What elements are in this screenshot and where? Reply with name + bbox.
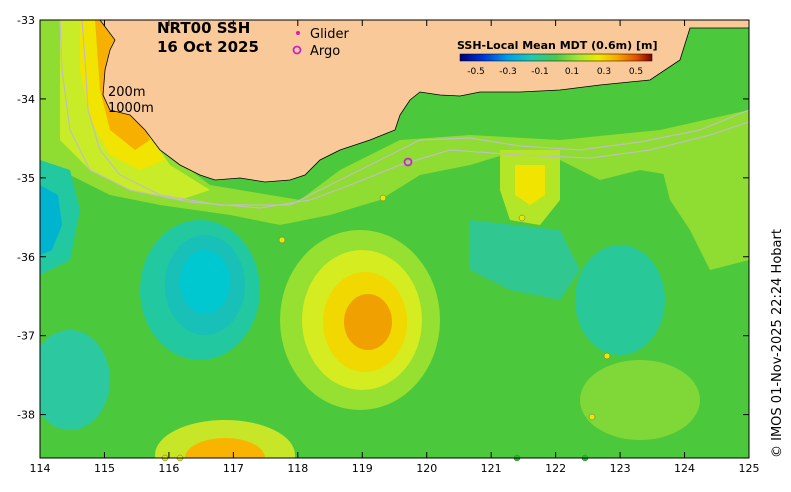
map-title-product: NRT00 SSH [157,19,250,37]
credit-text: © IMOS 01-Nov-2025 22:24 Hobart [770,229,785,458]
south-warm-core [185,438,265,458]
x-tick-label: 121 [481,462,502,475]
y-axis-ticks: -33 -34 -35 -36 -37 -38 [17,14,749,422]
colorbar-tick-label: 0.5 [629,67,643,77]
east-warm-core [515,165,545,205]
glider-marker [588,413,596,421]
y-tick-label: -38 [17,409,35,422]
y-tick-label: -36 [17,251,35,264]
x-tick-label: 122 [545,462,566,475]
glider-marker [603,352,611,360]
x-tick-label: 116 [158,462,179,475]
warm-eddy-core [344,294,392,350]
x-tick-label: 118 [287,462,308,475]
y-tick-label: -33 [17,14,35,27]
colorbar-ticks: -0.5 -0.3 -0.1 0.1 0.3 0.5 [467,67,643,77]
colorbar-tick-label: -0.3 [499,67,517,77]
colorbar-ramp [459,53,653,62]
sw-cold-patch [40,330,110,430]
map-title-date: 16 Oct 2025 [157,38,259,56]
colorbar: SSH-Local Mean MDT (0.6m) [m] -0.5 -0.3 -0… [457,39,657,77]
central-cold-core [180,250,230,314]
east-cold-region [470,220,580,300]
glider-marker [278,236,286,244]
colorbar-tick-label: -0.1 [531,67,549,77]
x-tick-label: 125 [739,462,760,475]
y-tick-label: -35 [17,172,35,185]
plot-frame [39,19,750,459]
east-cold-core [575,245,665,355]
west-cold-core [40,185,62,255]
se-light-patch [580,360,700,440]
x-tick-label: 124 [674,462,695,475]
y-tick-label: -37 [17,330,35,343]
isobath-label-1000m: 1000m [108,101,154,116]
isobath-1000m [59,20,749,209]
glider-marker [518,214,526,222]
colorbar-tick-label: 0.1 [565,67,579,77]
x-tick-label: 119 [352,462,373,475]
isobath-label-200m: 200m [108,85,145,100]
x-tick-label: 117 [223,462,244,475]
colorbar-title: SSH-Local Mean MDT (0.6m) [m] [457,39,657,52]
glider-legend-icon [296,31,300,35]
x-tick-label: 115 [94,462,115,475]
plot-area [40,20,749,458]
glider-marker [379,194,387,202]
x-tick-label: 120 [416,462,437,475]
argo-legend-icon [292,45,302,55]
y-tick-label: -34 [17,93,35,106]
isobath-200m [81,20,749,206]
colorbar-tick-label: 0.3 [597,67,611,77]
glider-legend-label: Glider [310,27,350,42]
argo-float-marker [403,157,413,167]
x-tick-label: 123 [610,462,631,475]
argo-legend-label: Argo [310,44,340,59]
x-tick-label: 114 [30,462,51,475]
colorbar-tick-label: -0.5 [467,67,485,77]
x-axis-ticks: 114 115 116 117 118 119 120 121 122 123 124 125 [30,20,760,475]
east-light-band [660,150,749,270]
